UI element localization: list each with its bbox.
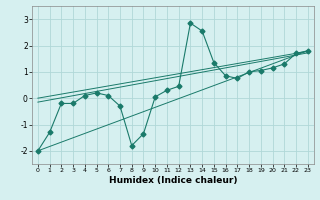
X-axis label: Humidex (Indice chaleur): Humidex (Indice chaleur) xyxy=(108,176,237,185)
